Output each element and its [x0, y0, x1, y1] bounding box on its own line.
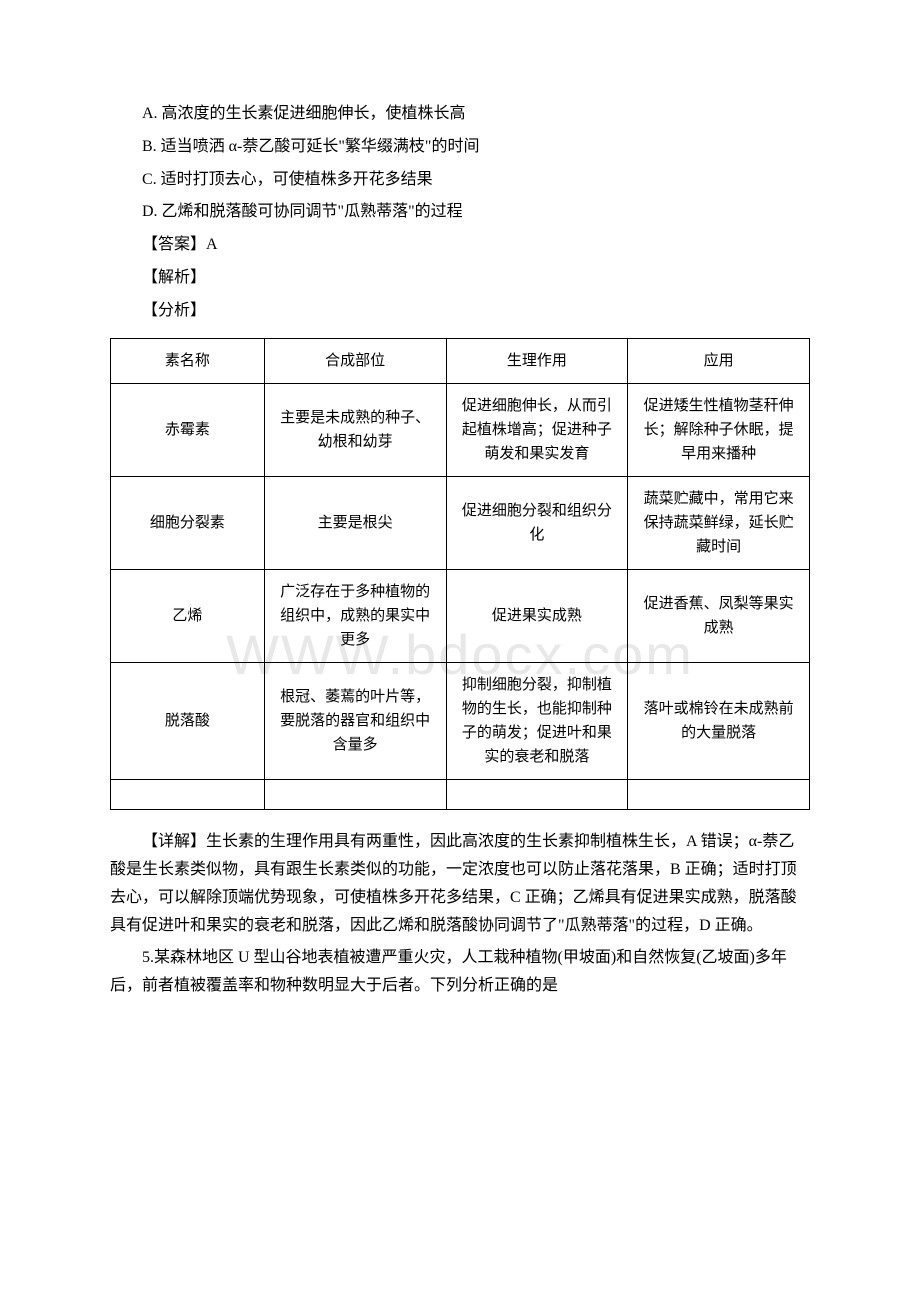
cell-site: 根冠、萎蔫的叶片等，要脱落的器官和组织中含量多	[264, 662, 446, 779]
cell-function: 促进细胞分裂和组织分化	[446, 476, 628, 569]
option-c: C. 适时打顶去心，可使植株多开花多结果	[110, 166, 810, 195]
header-cell-function: 生理作用	[446, 338, 628, 383]
table-row: 细胞分裂素 主要是根尖 促进细胞分裂和组织分化 蔬菜贮藏中，常用它来保持蔬菜鲜绿…	[111, 476, 810, 569]
cell-name: 赤霉素	[111, 383, 265, 476]
analysis-label: 【解析】	[110, 264, 810, 293]
cell-application: 促进矮生性植物茎秆伸长；解除种子休眠，提早用来播种	[628, 383, 810, 476]
hormone-table: 素名称 合成部位 生理作用 应用 赤霉素 主要是未成熟的种子、幼根和幼芽 促进细…	[110, 338, 810, 810]
option-b: B. 适当喷洒 α-萘乙酸可延长"繁华缀满枝"的时间	[110, 133, 810, 162]
empty-cell	[111, 779, 265, 809]
cell-name: 细胞分裂素	[111, 476, 265, 569]
cell-site: 广泛存在于多种植物的组织中，成熟的果实中更多	[264, 569, 446, 662]
cell-name: 乙烯	[111, 569, 265, 662]
question-5: 5.某森林地区 U 型山谷地表植被遭严重火灾，人工栽种植物(甲坡面)和自然恢复(…	[110, 944, 810, 1000]
option-a: A. 高浓度的生长素促进细胞伸长，使植株长高	[110, 100, 810, 129]
header-cell-application: 应用	[628, 338, 810, 383]
fenxi-label: 【分析】	[110, 297, 810, 326]
answer-label: 【答案】A	[110, 231, 810, 260]
empty-cell	[628, 779, 810, 809]
cell-function: 抑制细胞分裂，抑制植物的生长，也能抑制种子的萌发；促进叶和果实的衰老和脱落	[446, 662, 628, 779]
table-row: 赤霉素 主要是未成熟的种子、幼根和幼芽 促进细胞伸长，从而引起植株增高；促进种子…	[111, 383, 810, 476]
table-header-row: 素名称 合成部位 生理作用 应用	[111, 338, 810, 383]
table-row: 脱落酸 根冠、萎蔫的叶片等，要脱落的器官和组织中含量多 抑制细胞分裂，抑制植物的…	[111, 662, 810, 779]
cell-application: 促进香蕉、凤梨等果实成熟	[628, 569, 810, 662]
header-cell-name: 素名称	[111, 338, 265, 383]
cell-site: 主要是根尖	[264, 476, 446, 569]
cell-application: 蔬菜贮藏中，常用它来保持蔬菜鲜绿，延长贮藏时间	[628, 476, 810, 569]
empty-cell	[446, 779, 628, 809]
table-empty-row	[111, 779, 810, 809]
empty-cell	[264, 779, 446, 809]
cell-site: 主要是未成熟的种子、幼根和幼芽	[264, 383, 446, 476]
table-row: 乙烯 广泛存在于多种植物的组织中，成熟的果实中更多 促进果实成熟 促进香蕉、凤梨…	[111, 569, 810, 662]
cell-function: 促进果实成熟	[446, 569, 628, 662]
header-cell-site: 合成部位	[264, 338, 446, 383]
cell-function: 促进细胞伸长，从而引起植株增高；促进种子萌发和果实发育	[446, 383, 628, 476]
option-d: D. 乙烯和脱落酸可协同调节"瓜熟蒂落"的过程	[110, 198, 810, 227]
cell-application: 落叶或棉铃在未成熟前的大量脱落	[628, 662, 810, 779]
cell-name: 脱落酸	[111, 662, 265, 779]
detail-paragraph: 【详解】生长素的生理作用具有两重性，因此高浓度的生长素抑制植株生长，A 错误；α…	[110, 828, 810, 940]
